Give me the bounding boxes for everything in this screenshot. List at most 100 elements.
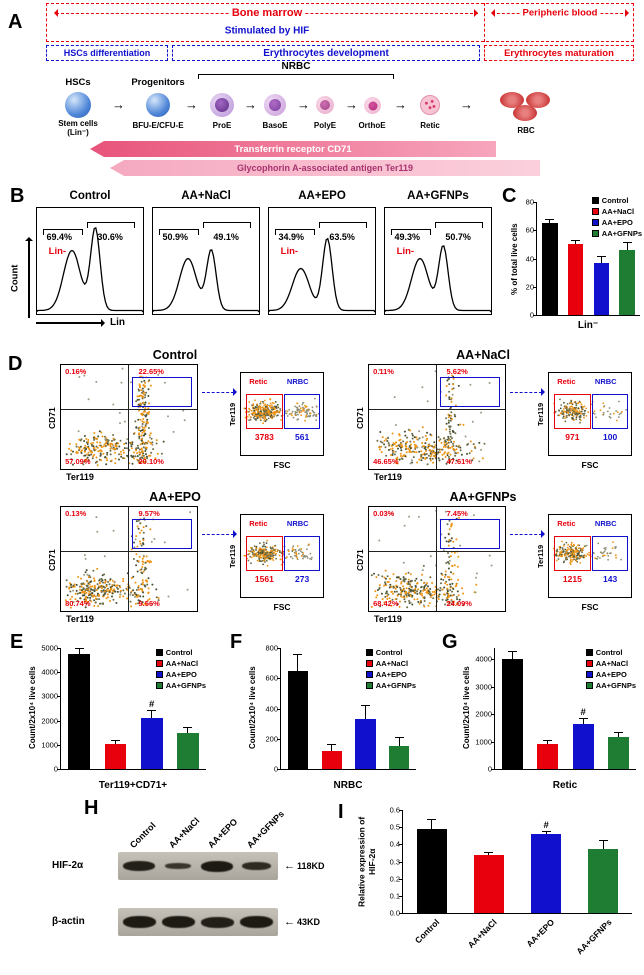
gate-arrow: [510, 534, 542, 535]
bone-marrow-outline: [46, 3, 634, 42]
count-axis-line: [28, 240, 30, 318]
bar-Control: [287, 670, 308, 769]
y-tick: [57, 720, 61, 722]
error-bar: [151, 709, 153, 719]
error-cap: [394, 737, 404, 739]
left-arrow-icon: ←: [284, 916, 295, 928]
lin-axis-line: [36, 322, 102, 324]
gate-rect: [131, 377, 192, 407]
y-tick-label: 3000: [475, 682, 492, 691]
y-tick-label: 2000: [475, 709, 492, 719]
nrbc-label: NRBC: [281, 61, 311, 72]
basoe-label: BasoE: [262, 121, 288, 130]
quadrant-percent: 5.62%: [446, 367, 468, 377]
polye-nucleus: [320, 100, 330, 110]
retic-count: 1561: [254, 574, 274, 585]
quadrant-percent: 0.11%: [373, 367, 394, 377]
legend-swatch: [155, 682, 163, 689]
stem-cell-icon: [65, 92, 91, 118]
facs-title: AA+NaCl: [456, 348, 510, 362]
gate-percent: 50.7%: [445, 232, 471, 243]
legend-label: AA+NaCl: [595, 659, 629, 668]
histogram-curve: [153, 249, 259, 313]
chart-g-legend: Control AA+NaCl AA+EPO AA+GFNPs: [585, 648, 636, 692]
histo-title: Control: [69, 190, 111, 202]
blot-band: [201, 860, 233, 872]
flow-arrow-icon: →: [460, 97, 473, 112]
y-tick-label: 5000: [41, 643, 58, 653]
hscs-label: HSCs: [65, 77, 91, 88]
error-bar: [626, 241, 628, 251]
legend-label: AA+NaCl: [601, 207, 635, 216]
progenitor-cell-icon: [146, 93, 170, 117]
gate-line: [275, 229, 315, 236]
histogram-curve: [385, 245, 491, 313]
kd-text: 43KD: [297, 917, 321, 927]
flow-arrow-icon: →: [112, 97, 125, 112]
rbc-cell-icon: [500, 92, 524, 108]
error-cap: [360, 705, 370, 707]
basoe-nucleus: [269, 99, 281, 111]
gate-arrow: [202, 392, 234, 393]
retic-gate-rect: [553, 394, 591, 429]
y-tick: [277, 738, 281, 740]
facs-main-plot: 0.16% 22.65% 57.09% 20.10%: [60, 364, 198, 470]
y-tick-label: 2000: [41, 716, 58, 726]
y-tick: [491, 659, 495, 660]
kd-text: 118KD: [297, 861, 325, 871]
stem-cells-line2: (Lin⁻): [67, 128, 89, 138]
polye-cell-icon: [316, 96, 334, 114]
legend-swatch: [591, 208, 599, 215]
histo-title: AA+GFNPs: [407, 190, 469, 202]
legend-label: AA+GFNPs: [595, 681, 636, 690]
bar-Control: [416, 828, 447, 913]
nrbc-gate-rect: [284, 536, 320, 571]
chart-c-legend: Control AA+NaCl AA+EPO AA+GFNPs: [591, 196, 642, 240]
y-tick: [399, 844, 403, 846]
y-tick-label: 0: [487, 764, 492, 774]
quadrant-percent: 20.10%: [138, 456, 164, 466]
legend-swatch: [585, 660, 593, 667]
proe-label: ProE: [212, 121, 232, 130]
error-cap: [74, 648, 84, 649]
cd71-axis-label: CD71: [355, 407, 365, 429]
error-cap: [327, 744, 337, 746]
y-tick: [57, 672, 61, 674]
chart-f-category: NRBC: [333, 780, 363, 791]
retic-gate-label: Retic: [557, 377, 576, 387]
facs-main-plot: 0.03% 7.45% 68.42% 24.09%: [368, 506, 506, 612]
y-tick: [399, 861, 403, 863]
fsc-axis-label: FSC: [581, 460, 599, 470]
gate-percent: 69.4%: [46, 232, 73, 243]
y-tick-label: 0.2: [389, 874, 400, 884]
y-tick-label: 0.4: [389, 839, 400, 849]
gate-percent: 49.1%: [213, 232, 239, 243]
polye-label: PolyE: [313, 121, 337, 130]
arrow-left-icon: [487, 9, 495, 17]
inset-scatter-points: [243, 539, 313, 567]
ter119-axis-label: Ter119: [66, 472, 94, 482]
y-tick-label: 200: [265, 734, 278, 744]
inset-ylabel: Ter119: [536, 544, 545, 568]
y-tick: [57, 648, 61, 649]
hash-mark: #: [148, 698, 155, 710]
facs-title: AA+EPO: [149, 490, 201, 504]
error-cap: [147, 709, 157, 711]
arrow-right-icon: [474, 9, 482, 17]
legend-item: AA+NaCl: [365, 659, 416, 668]
retic-gate-label: Retic: [249, 377, 268, 387]
x-tick-label-text: Control: [413, 917, 442, 946]
y-tick-label: 0.0: [389, 908, 400, 918]
legend-swatch: [155, 649, 163, 656]
gate-line: [318, 221, 367, 228]
legend-item: AA+EPO: [155, 670, 206, 679]
bar-AA+GFNPs: [619, 250, 635, 315]
flow-arrow-icon: →: [244, 97, 257, 112]
quadrant-percent: 24.09%: [446, 598, 472, 608]
legend-item: Control: [155, 648, 206, 657]
arrow-right-icon: [625, 9, 633, 17]
legend-item: AA+GFNPs: [155, 681, 206, 690]
orthoe-cell-icon: [364, 97, 381, 114]
chart-g-category: Retic: [552, 780, 578, 791]
